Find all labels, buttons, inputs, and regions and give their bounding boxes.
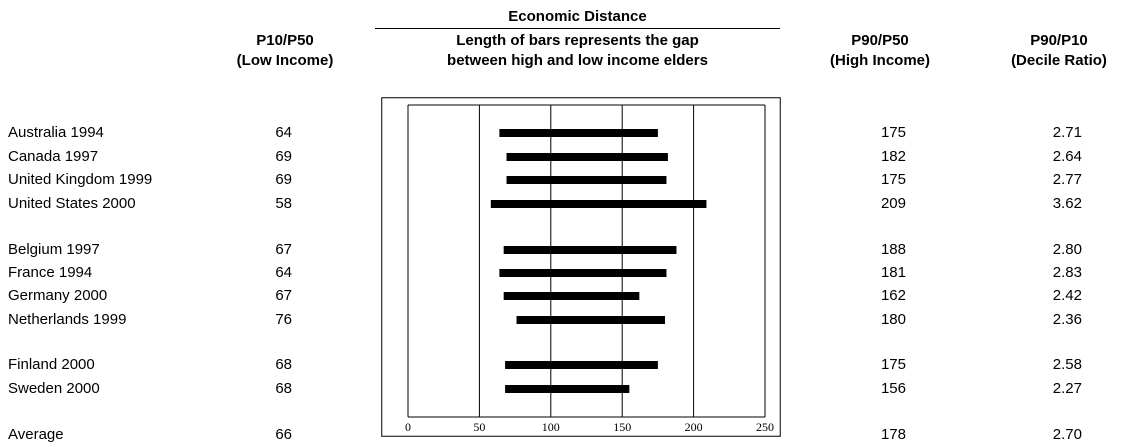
header-high-income: P90/P50 (High Income) [810,31,950,71]
low-income-value: 64 [275,124,292,141]
low-income-value: 67 [275,287,292,304]
economic-distance-chart: 0 50 100 150 200 250 [381,97,781,437]
subtitle-line1: Length of bars represents the gap [456,32,699,49]
range-bar [505,385,630,393]
decile-ratio-value: 2.80 [1052,241,1082,258]
x-tick-label: 250 [756,420,774,434]
header-decile-ratio: P90/P10 (Decile Ratio) [985,31,1133,71]
decile-ratio-value: 2.27 [1052,380,1082,397]
low-income-value: 69 [275,171,292,188]
decile-ratio-value: 2.58 [1052,356,1082,373]
country-label: Sweden 2000 [8,380,100,397]
low-income-value: 67 [275,241,292,258]
range-bar [490,200,707,208]
low-income-value: 64 [275,264,292,281]
country-label: Finland 2000 [8,356,95,373]
chart-frame [381,97,781,437]
header-low-income: P10/P50 (Low Income) [220,31,350,71]
average-decile-value: 2.70 [1052,426,1082,443]
x-tick-label: 200 [685,420,703,434]
country-label: United Kingdom 1999 [8,171,153,188]
range-bar [506,153,668,161]
low-income-value: 58 [275,195,292,212]
high-income-value: 175 [880,356,906,373]
high-income-value: 156 [880,380,906,397]
decile-ratio-value: 2.83 [1052,264,1082,281]
low-income-value: 68 [275,380,292,397]
country-label: Netherlands 1999 [8,311,127,328]
x-tick-label: 50 [473,420,485,434]
low-income-value: 76 [275,311,292,328]
high-income-value: 181 [880,264,906,281]
header-economic-distance-subtitle: Length of bars represents the gap betwee… [375,31,780,71]
header-high-line2: (High Income) [830,52,930,69]
high-income-value: 180 [880,311,906,328]
x-tick-label: 100 [542,420,560,434]
decile-ratio-value: 3.62 [1052,195,1082,212]
decile-ratio-value: 2.77 [1052,171,1082,188]
header-high-line1: P90/P50 [851,32,909,49]
range-bar [499,269,667,277]
high-income-value: 182 [880,148,906,165]
header-decile-line1: P90/P10 [1030,32,1088,49]
range-bar [503,292,640,300]
low-income-value: 68 [275,356,292,373]
decile-ratio-value: 2.71 [1052,124,1082,141]
decile-ratio-value: 2.36 [1052,311,1082,328]
decile-ratio-value: 2.64 [1052,148,1082,165]
header-low-line2: (Low Income) [236,52,334,69]
high-income-value: 175 [880,171,906,188]
decile-ratio-value: 2.42 [1052,287,1082,304]
x-tick-label: 150 [613,420,631,434]
country-label: Canada 1997 [8,148,99,165]
average-low-value: 66 [275,426,292,443]
country-label: United States 2000 [8,195,136,212]
country-label: Belgium 1997 [8,241,100,258]
range-bar [499,129,658,137]
high-income-value: 162 [880,287,906,304]
x-tick-label: 0 [405,420,411,434]
header-economic-distance: Economic Distance [508,8,647,25]
average-high-value: 178 [880,426,906,443]
header-divider [375,28,780,29]
high-income-value: 209 [880,195,906,212]
subtitle-line2: between high and low income elders [447,52,708,69]
average-label: Average [8,426,64,443]
range-bar [505,361,658,369]
low-income-value: 69 [275,148,292,165]
high-income-value: 188 [880,241,906,258]
range-bar [506,176,667,184]
range-bar [503,246,677,254]
country-label: Germany 2000 [8,287,108,304]
header-decile-line2: (Decile Ratio) [1011,52,1107,69]
header-low-line1: P10/P50 [256,32,314,49]
country-label: Australia 1994 [8,124,104,141]
country-label: France 1994 [8,264,93,281]
high-income-value: 175 [880,124,906,141]
range-bar [516,316,666,324]
